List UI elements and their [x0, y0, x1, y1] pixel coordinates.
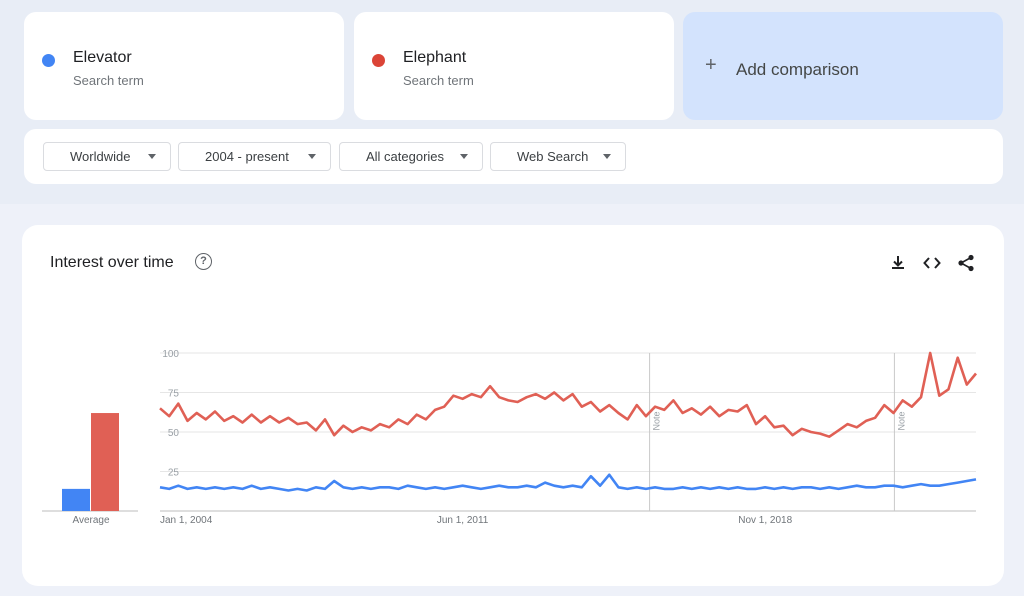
interest-over-time-panel: Interest over time ? Average 25 50 75 100 No…: [22, 225, 1004, 586]
y-tick-label: 100: [162, 349, 179, 360]
note-label[interactable]: Note: [652, 411, 662, 430]
category-filter[interactable]: All categories: [339, 142, 483, 171]
average-bar-chart: Average: [42, 413, 138, 526]
y-tick-label: 75: [168, 389, 180, 400]
average-label: Average: [72, 515, 110, 526]
filter-label: 2004 - present: [205, 149, 289, 164]
y-tick-label: 25: [168, 468, 180, 479]
download-icon[interactable]: [888, 253, 908, 273]
series-color-dot: [42, 54, 55, 67]
filter-label: Web Search: [517, 149, 589, 164]
filter-bar: Worldwide 2004 - present All categories …: [24, 129, 1003, 184]
chevron-down-icon: [308, 154, 316, 159]
term-name[interactable]: Elevator: [73, 49, 132, 66]
series-line-elevator[interactable]: [159, 473, 977, 492]
note-label[interactable]: Note: [896, 411, 906, 430]
filter-label: Worldwide: [70, 149, 131, 164]
interest-line-chart: 25 50 75 100 Note Note Jan 1, 2004 Jun 1, 2011 N…: [159, 349, 978, 526]
x-tick-label: Jan 1, 2004: [160, 515, 213, 526]
filter-label: All categories: [366, 149, 445, 164]
search-type-filter[interactable]: Web Search: [490, 142, 626, 171]
add-comparison-button[interactable]: + Add comparison: [683, 12, 1003, 120]
add-comparison-label: Add comparison: [736, 60, 859, 79]
series-line-elephant[interactable]: [159, 351, 978, 438]
average-bar-elephant[interactable]: [91, 413, 119, 511]
help-circle-icon[interactable]: ?: [195, 253, 212, 270]
term-subtitle: Search term: [73, 73, 144, 88]
y-tick-label: 50: [168, 428, 180, 439]
series-color-dot: [372, 54, 385, 67]
term-subtitle: Search term: [403, 73, 474, 88]
region-filter[interactable]: Worldwide: [43, 142, 171, 171]
chevron-down-icon: [148, 154, 156, 159]
term-card-elephant[interactable]: Elephant Search term: [354, 12, 674, 120]
term-card-elevator[interactable]: Elevator Search term: [24, 12, 344, 120]
embed-code-icon[interactable]: [922, 253, 942, 273]
x-tick-label: Jun 1, 2011: [437, 515, 489, 526]
plus-icon: +: [705, 54, 717, 76]
average-bar-elevator[interactable]: [62, 488, 90, 511]
share-icon[interactable]: [956, 253, 976, 273]
x-tick-label: Nov 1, 2018: [738, 515, 792, 526]
term-name[interactable]: Elephant: [403, 49, 467, 66]
time-range-filter[interactable]: 2004 - present: [178, 142, 331, 171]
chart-area: Average 25 50 75 100 Note Note Jan 1, 2004 Jun …: [42, 349, 978, 526]
chevron-down-icon: [603, 154, 611, 159]
chevron-down-icon: [460, 154, 468, 159]
panel-title: Interest over time: [50, 254, 174, 271]
